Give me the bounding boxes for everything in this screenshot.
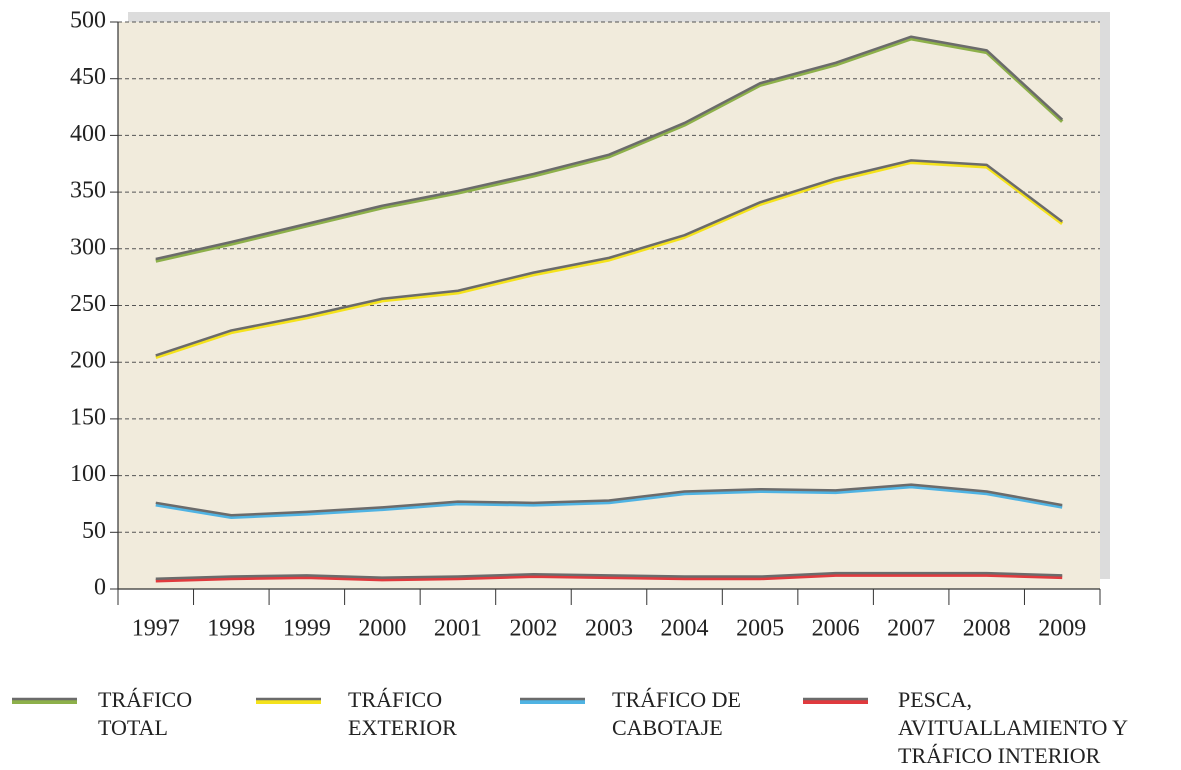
y-tick-label: 150	[70, 404, 106, 430]
y-tick-label: 0	[94, 575, 106, 601]
series-line	[155, 160, 1064, 360]
series-line-outline	[155, 483, 1063, 517]
y-tick-label: 450	[70, 64, 106, 90]
y-tick-label: 400	[70, 121, 106, 147]
y-tick-label: 300	[70, 234, 106, 260]
x-tick-label: 1997	[132, 616, 180, 642]
x-tick-label: 2004	[661, 616, 709, 642]
x-tick-label: 2006	[812, 616, 860, 642]
page: 0 50 100 150 200 250 300 350 400 450 500 1997 1998 19…	[12, 7, 1128, 768]
series-line-outline	[155, 571, 1063, 581]
x-tick-label: 2001	[434, 616, 482, 642]
x-tick-label: 2008	[963, 616, 1011, 642]
y-tick-label: 250	[70, 291, 106, 317]
y-tick-label: 350	[70, 178, 106, 204]
x-tick-label: 2002	[509, 616, 557, 642]
x-tick-label: 2000	[358, 616, 406, 642]
series-line	[155, 573, 1063, 583]
x-tick-label: 2003	[585, 616, 633, 642]
series-line	[155, 36, 1064, 263]
legend-label: PESCA, AVITUALLAMIENTO Y TRÁFICO INTERIO…	[898, 687, 1128, 768]
legend-label: TRÁFICO DE CABOTAJE	[612, 687, 741, 740]
legend-label: TRÁFICO EXTERIOR	[348, 687, 457, 740]
x-tick-label: 1998	[207, 616, 255, 642]
chart: 0 50 100 150 200 250 300 350 400 450 500 1997 1998 19…	[12, 8, 1110, 704]
x-tick-label: 2005	[736, 616, 784, 642]
y-tick-label: 100	[70, 461, 106, 487]
series-line-outline	[155, 159, 1063, 357]
x-tick-label: 1999	[283, 616, 331, 642]
y-tick-label: 200	[70, 348, 106, 374]
y-tick-label: 500	[70, 8, 106, 34]
series-line-outline	[155, 35, 1064, 261]
legend-label: TRÁFICO TOTAL	[98, 687, 193, 740]
series-line	[155, 484, 1063, 520]
y-tick-label: 50	[82, 518, 106, 544]
x-tick-label: 2007	[887, 616, 935, 642]
x-tick-label: 2009	[1038, 616, 1086, 642]
